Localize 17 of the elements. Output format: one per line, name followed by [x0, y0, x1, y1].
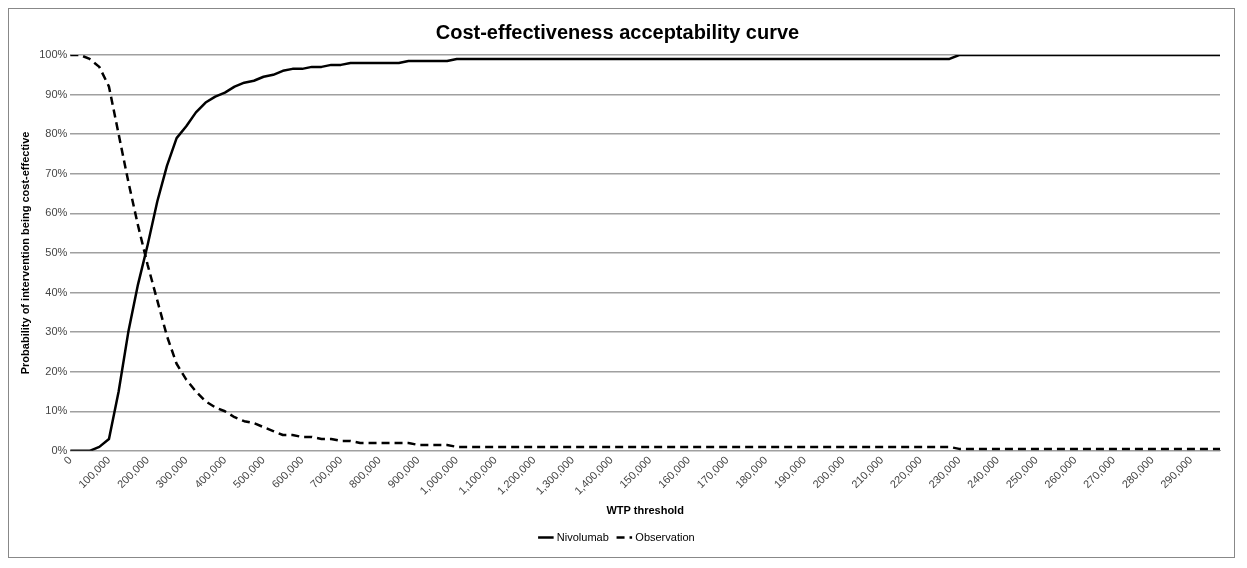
y-tick-label: 20% [45, 364, 68, 377]
y-axis-title: Probability of intervention being cost-effective [18, 131, 31, 375]
y-tick-label: 50% [45, 245, 68, 258]
legend-label: Observation [635, 530, 695, 543]
y-tick-label: 90% [45, 87, 68, 100]
legend-label: Nivolumab [556, 530, 609, 543]
y-tick-label: 30% [45, 325, 68, 338]
y-tick-label: 10% [45, 404, 68, 417]
x-tick-label: 0 [61, 453, 74, 467]
y-tick-label: 70% [45, 166, 68, 179]
chart-title: Cost-effectiveness acceptability curve [435, 20, 800, 43]
x-axis-title: WTP threshold [606, 504, 684, 517]
y-tick-label: 100% [39, 48, 68, 61]
y-tick-label: 0% [51, 443, 68, 456]
y-tick-label: 40% [45, 285, 68, 298]
y-tick-label: 80% [45, 127, 68, 140]
y-tick-label: 60% [45, 206, 68, 219]
